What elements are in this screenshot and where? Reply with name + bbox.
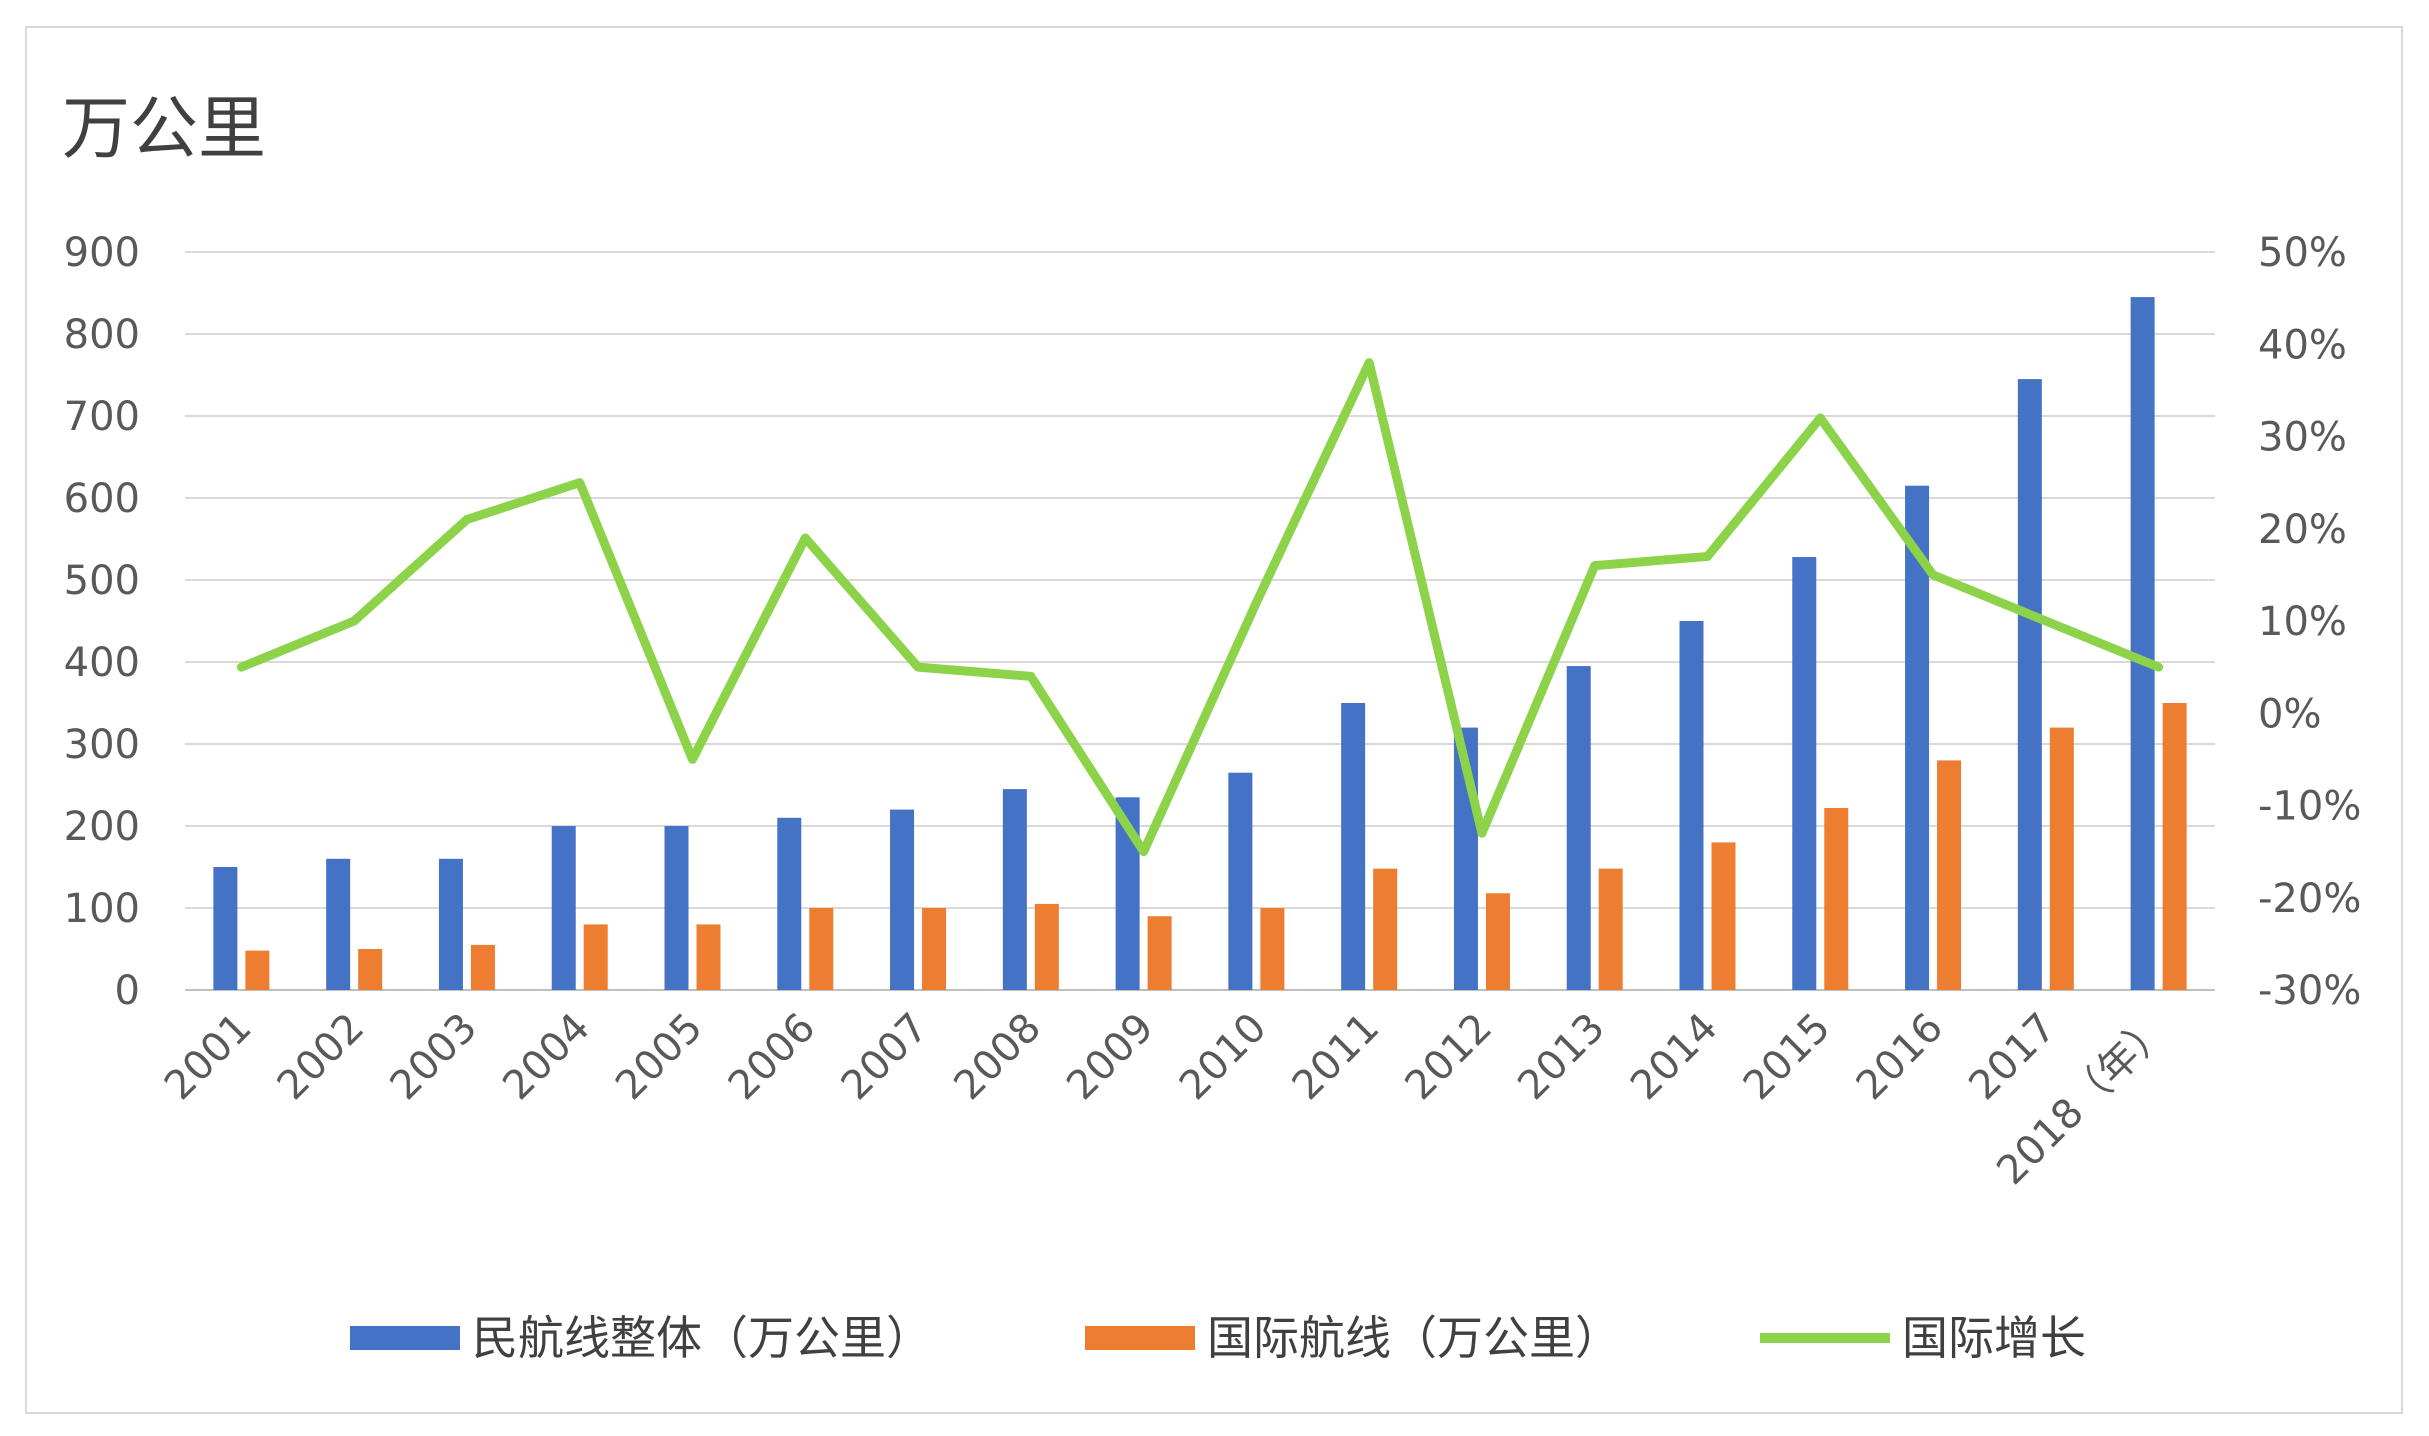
right-axis: -30% -20% -10% 0% 10% 20% 30% 40% 50% bbox=[2258, 230, 2361, 1014]
bar-overall bbox=[438, 858, 463, 990]
x-tick-label: 2007 bbox=[833, 1005, 938, 1110]
bar-overall bbox=[551, 826, 576, 990]
x-tick-label: 2003 bbox=[382, 1005, 487, 1110]
bar-overall bbox=[664, 826, 689, 990]
bar-international bbox=[1373, 868, 1398, 990]
bar-international bbox=[696, 924, 721, 990]
bar-international bbox=[1711, 842, 1736, 990]
bar-international bbox=[922, 908, 947, 990]
legend-label: 国际航线（万公里） bbox=[1207, 1311, 1621, 1365]
left-tick-label: 500 bbox=[64, 558, 140, 604]
x-tick-label: 2009 bbox=[1058, 1005, 1163, 1110]
left-tick-label: 800 bbox=[64, 312, 140, 358]
growth-line-path bbox=[236, 358, 2164, 857]
right-tick-label: 50% bbox=[2258, 230, 2347, 276]
x-tick-label: 2005 bbox=[607, 1005, 712, 1110]
bar-overall bbox=[1228, 772, 1253, 990]
right-tick-label: 30% bbox=[2258, 415, 2347, 461]
left-tick-label: 0 bbox=[115, 968, 140, 1014]
x-tick-label: 2008 bbox=[945, 1005, 1050, 1110]
x-tick-label: 2011 bbox=[1284, 1005, 1389, 1110]
x-tick-label: 2014 bbox=[1622, 1005, 1727, 1110]
bar-international bbox=[1260, 908, 1285, 990]
x-tick-label: 2016 bbox=[1848, 1005, 1953, 1110]
unit-title: 万公里 bbox=[62, 90, 266, 169]
bar-overall bbox=[213, 867, 238, 990]
bar-international bbox=[1147, 916, 1172, 990]
x-tick-label: 2012 bbox=[1397, 1005, 1502, 1110]
bar-international bbox=[2162, 703, 2187, 990]
right-tick-label: 0% bbox=[2258, 691, 2321, 737]
legend-label: 国际增长 bbox=[1902, 1311, 2086, 1365]
x-axis: 2001 2002 2003 2004 2005 2006 2007 2008 2009 2010… bbox=[156, 1005, 2178, 1194]
chart-frame bbox=[25, 26, 2403, 1414]
left-tick-label: 400 bbox=[64, 640, 140, 686]
legend-label: 民航线整体（万公里） bbox=[472, 1311, 932, 1365]
bar-overall bbox=[1679, 621, 1704, 990]
bar-international bbox=[470, 944, 495, 990]
right-tick-label: -20% bbox=[2258, 876, 2361, 922]
bar-overall bbox=[1341, 703, 1366, 990]
bar-overall bbox=[2130, 297, 2155, 991]
right-tick-label: 10% bbox=[2258, 599, 2347, 645]
bar-international bbox=[1824, 807, 1849, 990]
x-tick-label: 2004 bbox=[494, 1005, 599, 1110]
bar-international bbox=[1937, 760, 1962, 990]
bar-overall bbox=[1002, 789, 1027, 990]
left-tick-label: 100 bbox=[64, 886, 140, 932]
x-tick-label: 2001 bbox=[156, 1005, 261, 1110]
legend: 民航线整体（万公里） 国际航线（万公里） 国际增长 bbox=[350, 1311, 2086, 1365]
right-tick-label: 20% bbox=[2258, 507, 2347, 553]
legend-swatch bbox=[350, 1326, 460, 1350]
bar-overall bbox=[2017, 379, 2042, 991]
bar-international bbox=[2049, 727, 2074, 990]
left-tick-label: 700 bbox=[64, 394, 140, 440]
legend-swatch bbox=[1085, 1326, 1195, 1350]
left-axis: 0 100 200 300 400 500 600 700 800 900 bbox=[64, 230, 140, 1014]
growth-line bbox=[236, 358, 2164, 857]
bar-international bbox=[583, 924, 608, 990]
x-tick-label: 2010 bbox=[1171, 1005, 1276, 1110]
bar-international bbox=[1598, 868, 1623, 990]
right-tick-label: -10% bbox=[2258, 784, 2361, 830]
x-tick-label: 2002 bbox=[269, 1005, 374, 1110]
bar-international bbox=[1485, 893, 1510, 990]
x-tick-label: 2006 bbox=[720, 1005, 825, 1110]
bar-international bbox=[809, 908, 834, 990]
left-tick-label: 600 bbox=[64, 476, 140, 522]
x-tick-label: 2013 bbox=[1509, 1005, 1614, 1110]
bar-overall bbox=[777, 817, 802, 990]
right-tick-label: -30% bbox=[2258, 968, 2361, 1014]
bar-overall bbox=[326, 858, 351, 990]
bars bbox=[213, 297, 2187, 991]
bar-international bbox=[1034, 903, 1059, 990]
x-tick-label: 2015 bbox=[1735, 1005, 1840, 1110]
x-tick-label: 2017 bbox=[1960, 1005, 2065, 1110]
bar-international bbox=[245, 950, 270, 990]
bar-overall bbox=[1566, 666, 1591, 990]
left-tick-label: 900 bbox=[64, 230, 140, 276]
bar-international bbox=[358, 949, 383, 990]
legend-swatch bbox=[1760, 1333, 1890, 1343]
right-tick-label: 40% bbox=[2258, 322, 2347, 368]
left-tick-label: 200 bbox=[64, 804, 140, 850]
left-tick-label: 300 bbox=[64, 722, 140, 768]
bar-overall bbox=[890, 809, 915, 990]
bar-overall bbox=[1792, 557, 1817, 990]
